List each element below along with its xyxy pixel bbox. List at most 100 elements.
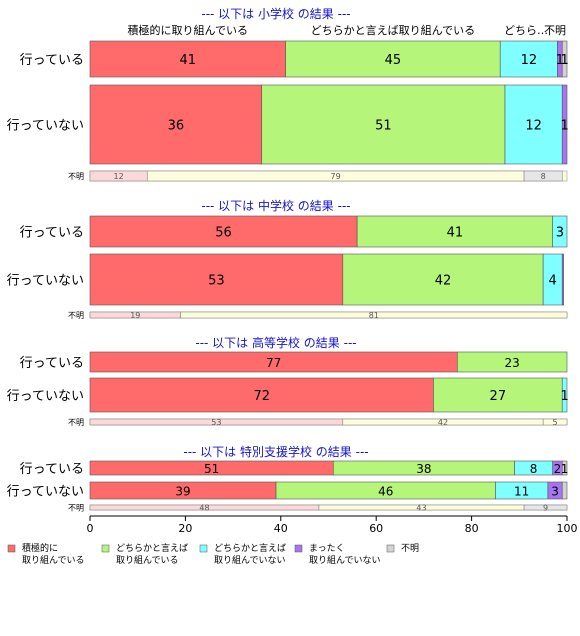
x-tick-label: 40 bbox=[274, 522, 288, 535]
data-label: 4 bbox=[549, 274, 557, 289]
data-label: 1 bbox=[560, 119, 568, 134]
fumei-value-label: 53 bbox=[211, 418, 221, 427]
row-label: 行っている bbox=[20, 226, 84, 241]
data-label: 23 bbox=[505, 356, 520, 370]
fumei-value-label: 9 bbox=[543, 504, 548, 513]
row-label: 行っていない bbox=[7, 485, 84, 500]
legend-swatch bbox=[386, 544, 395, 553]
data-label: 42 bbox=[435, 274, 452, 289]
fumei-value-label: 48 bbox=[199, 504, 209, 513]
legend-item: 積極的に取り組んでいる bbox=[7, 542, 85, 566]
bar-segment bbox=[552, 215, 568, 248]
fumei-segment bbox=[542, 418, 568, 426]
legend-label: どちらかと言えば取り組んでいる bbox=[116, 542, 188, 566]
row-label: 行っていない bbox=[7, 119, 84, 134]
row-label: 行っていない bbox=[7, 389, 84, 404]
panel-title: --- 以下は 高等学校 の結果 --- bbox=[195, 335, 356, 350]
fumei-value-label: 43 bbox=[416, 504, 426, 513]
data-label: 46 bbox=[378, 485, 393, 499]
data-label: 39 bbox=[175, 485, 190, 499]
fumei-label: 不明 bbox=[68, 418, 84, 427]
data-label: 45 bbox=[385, 53, 402, 68]
fumei-segment bbox=[523, 504, 568, 511]
data-label: 38 bbox=[416, 462, 431, 476]
column-label: 不明 bbox=[544, 24, 566, 37]
fumei-value-label: 12 bbox=[114, 172, 124, 181]
column-label: どちらかと言えば取り組んでいる bbox=[311, 24, 475, 37]
legend-label: 不明 bbox=[401, 543, 419, 554]
fumei-value-label: 19 bbox=[130, 311, 140, 320]
data-label: 56 bbox=[215, 226, 232, 241]
panel-title: --- 以下は 中学校 の結果 --- bbox=[201, 198, 350, 213]
data-label: 1 bbox=[556, 53, 564, 68]
bar-segment bbox=[342, 253, 544, 306]
data-label: 12 bbox=[521, 53, 538, 68]
bar-segment bbox=[499, 40, 558, 78]
data-label: 51 bbox=[375, 119, 392, 134]
bar-segment bbox=[89, 84, 263, 165]
legend-label: 積極的に取り組んでいる bbox=[22, 542, 85, 566]
bar-segment bbox=[89, 377, 434, 413]
data-label: 11 bbox=[514, 485, 529, 499]
row-label: 行っている bbox=[20, 462, 84, 477]
data-label: 27 bbox=[490, 389, 507, 404]
data-label: 2 bbox=[554, 462, 562, 476]
fumei-label: 不明 bbox=[68, 311, 84, 320]
data-label: 41 bbox=[180, 53, 197, 68]
x-tick-label: 80 bbox=[465, 522, 479, 535]
x-tick-label: 20 bbox=[178, 522, 192, 535]
data-label: 1 bbox=[560, 53, 568, 68]
fumei-value-label: 5 bbox=[553, 418, 558, 427]
data-label: 36 bbox=[168, 119, 185, 134]
data-label: 3 bbox=[551, 485, 559, 499]
fumei-value-label: 42 bbox=[438, 418, 448, 427]
legend-swatch bbox=[101, 544, 110, 553]
bar-segment bbox=[89, 253, 344, 306]
data-label: 12 bbox=[525, 119, 542, 134]
fumei-value-label: 81 bbox=[369, 311, 379, 320]
fumei-segment bbox=[180, 311, 568, 319]
fumei-value-label: 79 bbox=[331, 172, 341, 181]
legend-item: 不明 bbox=[386, 543, 419, 554]
data-label: 1 bbox=[561, 462, 569, 476]
legend-swatch bbox=[294, 544, 303, 553]
bar-segment bbox=[285, 40, 501, 78]
legend-item: どちらかと言えば取り組んでいる bbox=[101, 542, 188, 566]
bar-segment bbox=[89, 40, 286, 78]
panel-3: --- 以下は 高等学校 の結果 --- 行っている 77 23 行っていない 72 27 1… bbox=[7, 335, 569, 427]
bar-segment bbox=[561, 84, 568, 165]
x-tick-label: 100 bbox=[557, 522, 578, 535]
bar-segment bbox=[433, 377, 563, 413]
panel-4: --- 以下は 特別支援学校 の結果 --- 行っている 51 38 8 2 1 行っていない… bbox=[7, 444, 569, 513]
bar-segment bbox=[561, 40, 568, 78]
data-label: 53 bbox=[208, 274, 225, 289]
fumei-value-label: 8 bbox=[541, 172, 546, 181]
data-label: 1 bbox=[560, 389, 568, 404]
fumei-label: 不明 bbox=[68, 504, 84, 513]
panel-title: --- 以下は 特別支援学校 の結果 --- bbox=[183, 444, 368, 459]
legend-swatch bbox=[7, 544, 16, 553]
row-label: 行っている bbox=[20, 53, 84, 68]
bar-segment bbox=[456, 351, 568, 373]
column-label: 積極的に取り組んでいる bbox=[128, 23, 248, 37]
legend-item: どちらかと言えば取り組んでいない bbox=[199, 542, 286, 566]
legend-label: まったく取り組んでいない bbox=[309, 543, 381, 566]
fumei-label: 不明 bbox=[68, 172, 84, 181]
data-label: 3 bbox=[556, 226, 564, 241]
bar-segment bbox=[561, 253, 564, 306]
row-label: 行っていない bbox=[7, 274, 84, 289]
data-label: 77 bbox=[266, 356, 281, 370]
legend-swatch bbox=[199, 544, 208, 553]
data-label: 72 bbox=[253, 389, 270, 404]
legend-item: まったく取り組んでいない bbox=[294, 543, 381, 566]
panel-2: --- 以下は 中学校 の結果 --- 行っている 56 41 3 行っていない 53 42 4… bbox=[7, 198, 568, 320]
data-label: 41 bbox=[447, 226, 464, 241]
bar-segment bbox=[561, 460, 568, 476]
column-label: どちら… bbox=[504, 24, 548, 37]
panel-title: --- 以下は 小学校 の結果 --- bbox=[201, 6, 350, 21]
data-label: 51 bbox=[204, 462, 219, 476]
fumei-segment bbox=[523, 170, 563, 182]
bar-segment bbox=[561, 377, 568, 413]
